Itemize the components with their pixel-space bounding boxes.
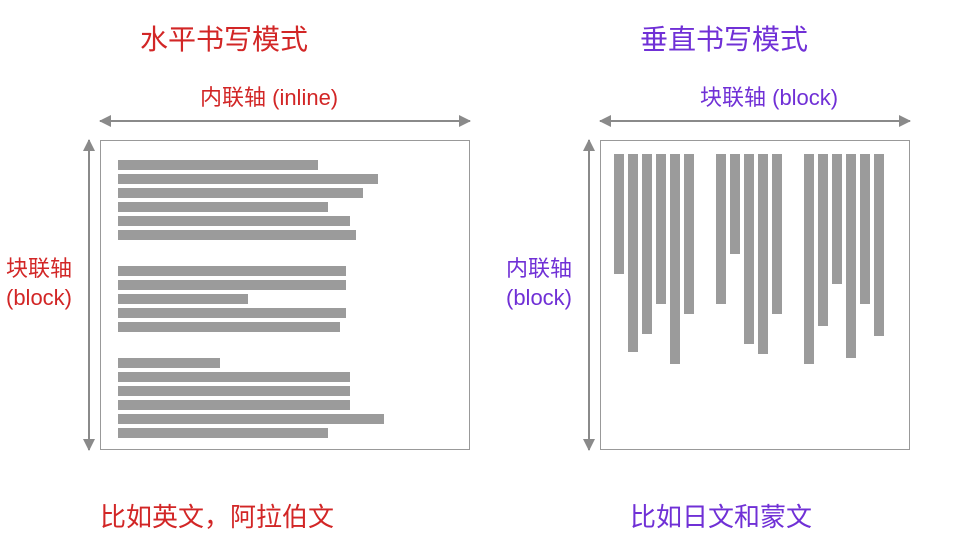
text-column-bar <box>874 154 884 336</box>
horizontal-writing-panel: 水平书写模式 内联轴 (inline) 块联轴 (block) 比如英文，阿拉伯… <box>0 0 500 552</box>
text-line-bar <box>118 358 220 368</box>
text-line-bar <box>118 174 378 184</box>
text-column-bar <box>860 154 870 304</box>
text-line-bar <box>118 216 350 226</box>
text-line-bar <box>118 414 384 424</box>
text-column-bar <box>716 154 726 304</box>
horizontal-title: 水平书写模式 <box>140 18 308 58</box>
inline-axis-label: 内联轴 (inline) <box>200 80 338 112</box>
inline-axis-label-line2: (block) <box>506 285 572 310</box>
text-column-bar <box>684 154 694 314</box>
text-column-bar <box>832 154 842 284</box>
vertical-title: 垂直书写模式 <box>640 18 808 58</box>
text-line-bar <box>118 202 328 212</box>
text-column-bar <box>730 154 740 254</box>
text-line-bar <box>118 230 356 240</box>
block-axis-label-line2: (block) <box>6 285 72 310</box>
text-column-bar <box>744 154 754 344</box>
text-line-bar <box>118 386 350 396</box>
inline-axis-label-side: 内联轴 (block) <box>506 255 572 312</box>
block-axis-label-top: 块联轴 (block) <box>700 80 838 112</box>
text-line-bar <box>118 160 318 170</box>
text-line-bar <box>118 266 346 276</box>
inline-axis-arrow-side <box>588 140 590 450</box>
block-axis-arrow <box>88 140 90 450</box>
inline-axis-label-line1: 内联轴 <box>506 256 572 281</box>
text-column-bar <box>804 154 814 364</box>
text-line-bar <box>118 322 340 332</box>
text-column-bar <box>670 154 680 364</box>
inline-axis-arrow <box>100 120 470 122</box>
text-column-bar <box>846 154 856 358</box>
block-axis-label: 块联轴 (block) <box>6 255 72 312</box>
text-line-bar <box>118 400 350 410</box>
text-line-bar <box>118 280 346 290</box>
text-column-bar <box>614 154 624 274</box>
text-column-bar <box>818 154 828 326</box>
text-line-bar <box>118 428 328 438</box>
text-column-bar <box>758 154 768 354</box>
vertical-writing-panel: 垂直书写模式 块联轴 (block) 内联轴 (block) 比如日文和蒙文 <box>500 0 959 552</box>
horizontal-footer: 比如英文，阿拉伯文 <box>100 497 334 534</box>
block-axis-arrow-top <box>600 120 910 122</box>
text-column-bar <box>772 154 782 314</box>
text-line-bar <box>118 372 350 382</box>
text-line-bar <box>118 294 248 304</box>
text-column-bar <box>642 154 652 334</box>
block-axis-label-line1: 块联轴 <box>6 256 72 281</box>
text-column-bar <box>656 154 666 304</box>
vertical-footer: 比如日文和蒙文 <box>630 497 812 534</box>
text-column-bar <box>628 154 638 352</box>
text-line-bar <box>118 308 346 318</box>
text-line-bar <box>118 188 363 198</box>
